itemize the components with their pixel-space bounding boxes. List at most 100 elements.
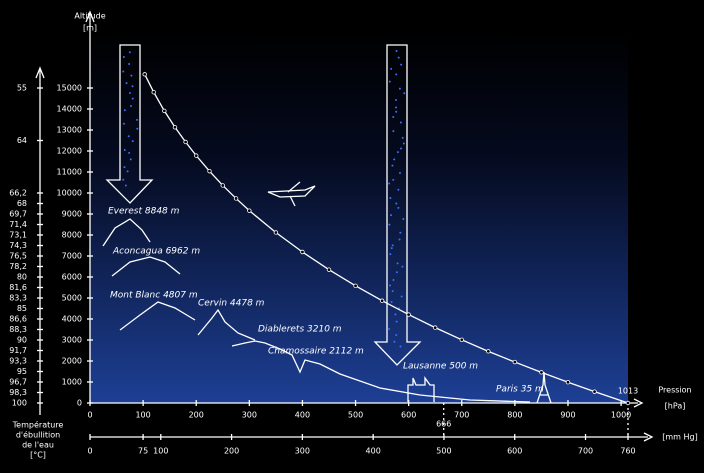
dot [398, 171, 401, 174]
dot [401, 136, 404, 139]
temp-tick-label: 83,3 [9, 294, 27, 303]
curve-point [565, 380, 571, 385]
temp-tick-label: 76,5 [9, 252, 27, 261]
curve-point [183, 139, 188, 145]
curve-point [326, 267, 332, 272]
x2-axis-label: [mm Hg] [662, 433, 697, 442]
curve-point [273, 230, 279, 235]
curve-point [300, 249, 305, 255]
temp-tick-label: 73,1 [9, 231, 27, 240]
x2-tick-label: 300 [295, 447, 310, 456]
annotation: Aconcagua 6962 m [112, 247, 200, 257]
annotation: Cervin 4478 m [198, 299, 265, 309]
y-tick-label: 13000 [57, 126, 82, 135]
x-tick-label: 0 [87, 411, 92, 420]
curve-point [486, 349, 491, 354]
dot [127, 135, 130, 138]
annotation: Everest 8848 m [108, 207, 180, 217]
y-tick-label: 7000 [62, 252, 82, 261]
y-tick-label: 15000 [57, 84, 82, 93]
curve-point [353, 283, 358, 289]
temp-tick-label: 88,3 [9, 325, 27, 334]
dot [395, 106, 398, 109]
annotation: Lausanne 500 m [403, 362, 478, 372]
curve-point [194, 153, 199, 158]
x-tick-label: 800 [507, 411, 522, 420]
y-tick-label: 8000 [62, 231, 82, 240]
dot [394, 313, 397, 316]
dot [389, 253, 392, 256]
dot [390, 214, 393, 217]
dot [402, 218, 405, 221]
x-extra-tick-label: 1013 [618, 387, 638, 396]
y-arrow [85, 10, 95, 23]
dot [136, 127, 139, 130]
temp-tick-label: 69,7 [9, 210, 27, 219]
curve-point [172, 125, 178, 130]
dot [388, 223, 391, 226]
curve [144, 74, 629, 404]
dot [392, 130, 395, 133]
x-tick-label: 400 [295, 411, 310, 420]
dot [392, 278, 395, 281]
dot [397, 56, 400, 59]
dot [395, 333, 398, 336]
temp-tick-label: 85 [17, 304, 27, 313]
annotation: Diablerets 3210 m [258, 325, 342, 335]
y-tick-label: 0 [77, 399, 82, 408]
y-tick-label: 2000 [62, 357, 82, 366]
x-tick-label: 200 [189, 411, 204, 420]
x-axis-label: Pression [658, 386, 691, 395]
dot [390, 67, 393, 70]
dot [396, 151, 399, 154]
axes: 0100020003000400050006000700080009000100… [9, 10, 698, 460]
dot [123, 109, 126, 112]
buildings [407, 371, 552, 404]
dot [136, 118, 139, 121]
dot [125, 82, 128, 85]
y-tick-label: 9000 [62, 210, 82, 219]
temp-tick-label: 71,4 [9, 220, 27, 229]
dot [388, 80, 391, 83]
temp-axis-label: de l'eau [22, 441, 54, 450]
dot [397, 206, 400, 209]
dot [122, 55, 125, 58]
temp-tick-label: 91,7 [9, 346, 27, 355]
arrows [105, 44, 422, 366]
y-tick-label: 11000 [57, 168, 82, 177]
dot [400, 295, 403, 298]
y-tick-label: 6000 [62, 273, 82, 282]
temp-tick-label: 66,2 [9, 189, 27, 198]
dot [389, 284, 392, 287]
y-tick-label: 14000 [57, 105, 82, 114]
dot [395, 320, 398, 323]
dot [393, 340, 396, 343]
dot [390, 247, 393, 250]
dot [122, 70, 125, 73]
temp-tick-label: 98,3 [9, 388, 27, 397]
curve-point [151, 89, 156, 95]
curve-point [512, 359, 518, 365]
curve-point [539, 370, 544, 375]
dot [399, 345, 402, 348]
x2-tick-label: 600 [507, 447, 522, 456]
x-tick-label: 900 [560, 411, 575, 420]
dot [400, 63, 403, 66]
plot-background [90, 30, 628, 403]
dot [396, 262, 399, 265]
dot [395, 202, 398, 205]
temp-axis-label: d'ébullition [16, 430, 60, 440]
dot [126, 170, 129, 173]
dot [402, 142, 405, 145]
curve-point [207, 168, 212, 174]
x-arrow [633, 398, 644, 408]
x2-tick-label: 500 [436, 447, 451, 456]
airplane [267, 181, 316, 207]
dot [128, 63, 131, 66]
x-axis-label: [hPa] [665, 402, 686, 411]
mountains [102, 218, 531, 403]
curve-point [406, 312, 411, 317]
dot [395, 73, 398, 76]
temp-tick-label: 74,3 [9, 241, 27, 250]
dot [130, 74, 133, 77]
